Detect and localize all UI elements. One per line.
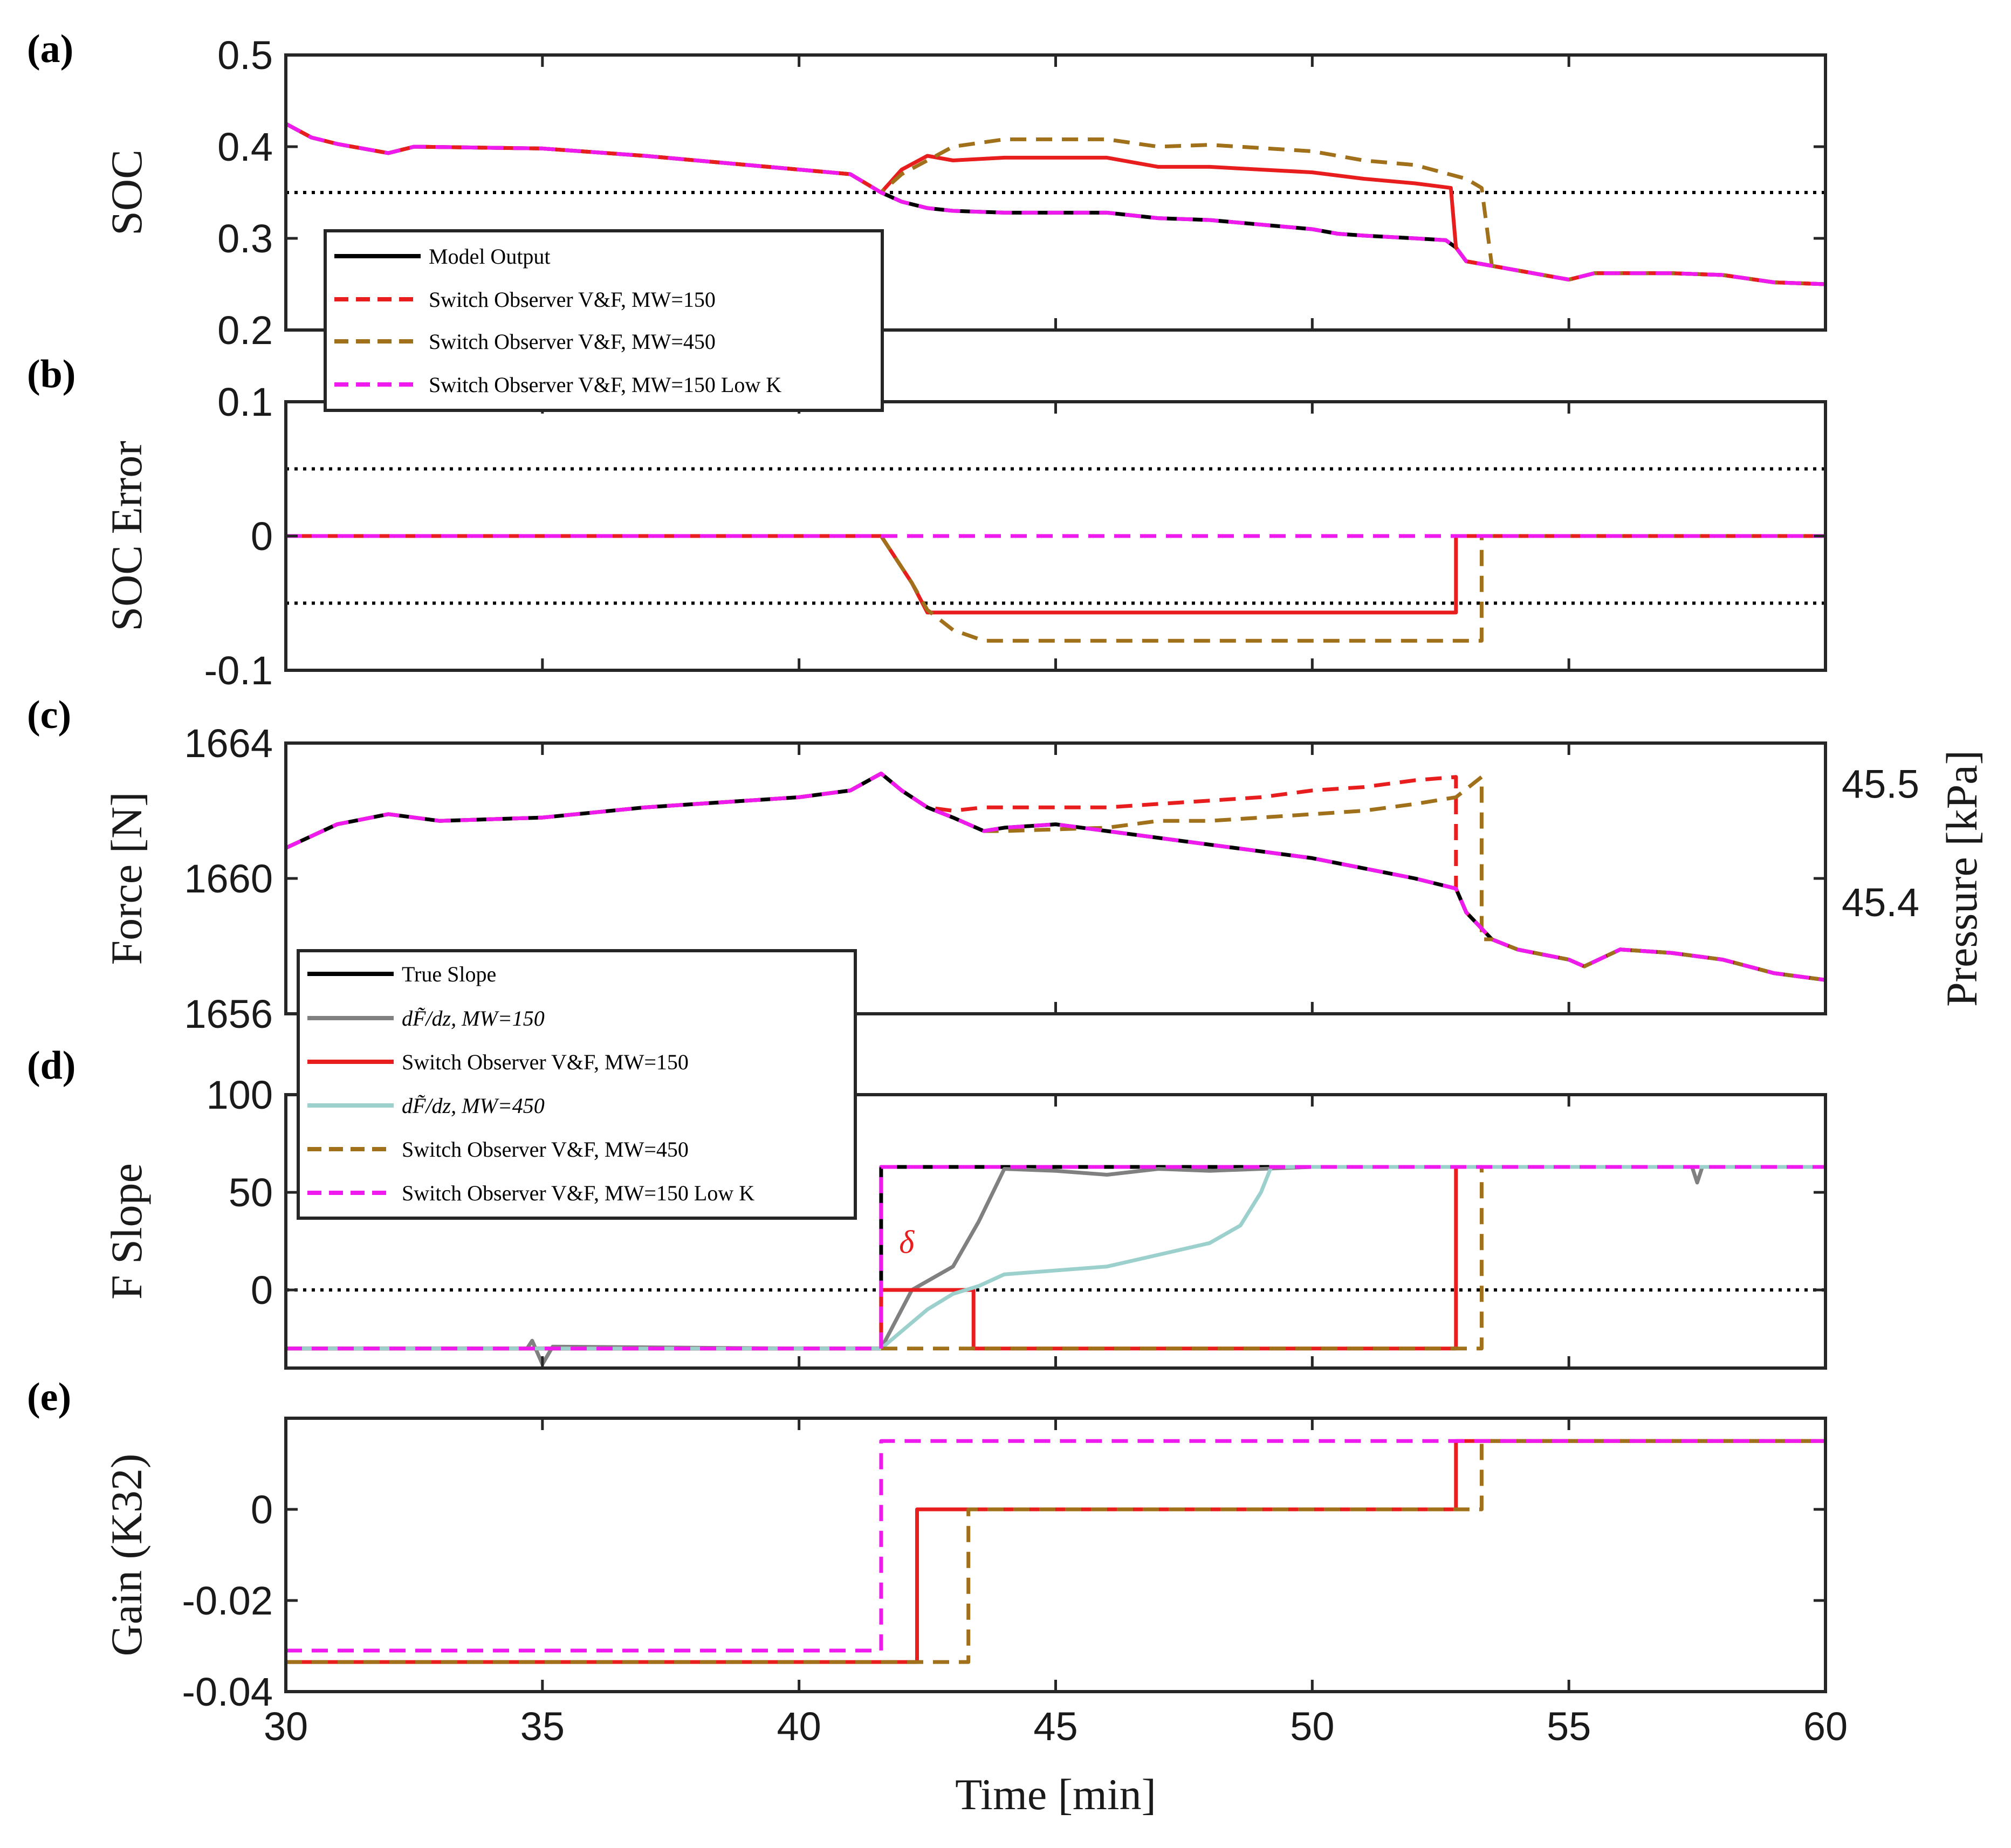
xtick-label: 45 xyxy=(1033,1704,1077,1749)
axes-frame xyxy=(284,1417,1827,1693)
legend-d-label-2: Switch Observer V&F, MW=150 xyxy=(402,1050,689,1074)
series-line-0 xyxy=(286,772,1825,982)
legend-d-label-3: dF̃/dz, MW=450 xyxy=(402,1094,545,1118)
series-line-1 xyxy=(286,772,1825,982)
ytick-label: 0.2 xyxy=(217,308,273,353)
panel-label: (d) xyxy=(27,1043,76,1088)
legend-a-label-0: Model Output xyxy=(429,244,551,269)
ytick-label: 1660 xyxy=(184,856,273,901)
series-line-2 xyxy=(286,1439,1825,1653)
axes-frame xyxy=(284,400,1827,672)
ytick-label: 0 xyxy=(251,1268,273,1313)
ytick-label: -0.1 xyxy=(204,648,273,693)
y-axis-label: Force [N] xyxy=(102,792,151,965)
xtick-label: 50 xyxy=(1290,1704,1334,1749)
y-axis-label: F Slope xyxy=(102,1163,151,1300)
legend-d-label-5: Switch Observer V&F, MW=150 Low K xyxy=(402,1181,754,1205)
panel-label: (b) xyxy=(27,352,76,396)
ytick-label: 0.3 xyxy=(217,216,273,261)
xtick-label: 30 xyxy=(264,1704,308,1749)
series-line-3 xyxy=(286,772,1825,982)
panel-label: (e) xyxy=(27,1375,71,1419)
series-line-2 xyxy=(286,772,1825,982)
series-line-0 xyxy=(286,534,1825,615)
ytick-label: 0.5 xyxy=(217,33,273,78)
legend-d-label-0: True Slope xyxy=(402,962,496,986)
series-line-1 xyxy=(286,1439,1825,1664)
ytick-label: 50 xyxy=(229,1170,273,1215)
panel-3: 1656 1660 1664 45.4 45.5 Pressure [kPa] Force … xyxy=(27,693,1986,1036)
ytick-label: 0.4 xyxy=(217,125,273,169)
axes-frame xyxy=(284,53,1827,332)
legend-a-label-3: Switch Observer V&F, MW=150 Low K xyxy=(429,373,781,397)
legend-d-label-4: Switch Observer V&F, MW=450 xyxy=(402,1137,689,1162)
legend-d: True Slope dF̃/dz, MW=150 Switch Observe… xyxy=(297,949,857,1220)
series-group xyxy=(286,1439,1825,1664)
delta-annotation: δ xyxy=(899,1224,915,1260)
ytick-label: 0 xyxy=(251,514,273,559)
series-group xyxy=(286,772,1825,982)
ytick-label: 100 xyxy=(207,1073,273,1117)
xtick-label: 40 xyxy=(777,1704,821,1749)
ytick-label: -0.04 xyxy=(182,1670,273,1714)
panel-label: (a) xyxy=(27,27,73,71)
ylabel-right: Pressure [kPa] xyxy=(1937,750,1986,1007)
series-group xyxy=(286,534,1825,643)
series-line-3 xyxy=(286,1165,1825,1351)
ytick-right-label: 45.5 xyxy=(1842,761,1919,806)
legend-a-label-1: Switch Observer V&F, MW=150 xyxy=(429,287,716,312)
series-line-1 xyxy=(286,534,1825,643)
y-axis-label: SOC Error xyxy=(102,441,151,631)
panel-5: -0.04 -0.02 0 30 35 40 45 50 55 60 Time [min] Gain … xyxy=(27,1375,1848,1819)
x-axis-label: Time [min] xyxy=(955,1770,1156,1819)
panel-label: (c) xyxy=(27,693,71,737)
ytick-label: -0.02 xyxy=(182,1578,273,1623)
xtick-label: 55 xyxy=(1547,1704,1591,1749)
y-axis-label: SOC xyxy=(102,149,151,236)
series-line-0 xyxy=(286,1439,1825,1664)
xtick-label: 60 xyxy=(1803,1704,1848,1749)
ytick-label: 1664 xyxy=(184,721,273,766)
axes-frame xyxy=(284,1093,1827,1370)
ytick-label: 0 xyxy=(251,1487,273,1532)
series-group xyxy=(286,1165,1825,1366)
panel-4: 0 50 100 F Slope (d) δ xyxy=(27,1043,1827,1370)
ytick-label: 1656 xyxy=(184,992,273,1036)
xtick-label: 35 xyxy=(520,1704,565,1749)
legend-a: Model Output Switch Observer V&F, MW=150… xyxy=(324,229,884,412)
panel-2: -0.1 0 0.1 SOC Error (b) xyxy=(27,352,1827,693)
legend-a-label-2: Switch Observer V&F, MW=450 xyxy=(429,329,716,354)
ytick-right-label: 45.4 xyxy=(1842,880,1919,925)
y-axis-label: Gain (K32) xyxy=(102,1454,151,1657)
series-line-4 xyxy=(286,1165,1825,1351)
series-line-3 xyxy=(286,122,1825,286)
series-line-5 xyxy=(286,1165,1825,1351)
axes-frame xyxy=(284,741,1827,1015)
panel-1: 0.2 0.3 0.4 0.5 SOC (a) xyxy=(27,27,1827,353)
series-group xyxy=(286,122,1825,286)
legend-d-label-1: dF̃/dz, MW=150 xyxy=(402,1006,545,1031)
ytick-label: 0.1 xyxy=(217,380,273,424)
